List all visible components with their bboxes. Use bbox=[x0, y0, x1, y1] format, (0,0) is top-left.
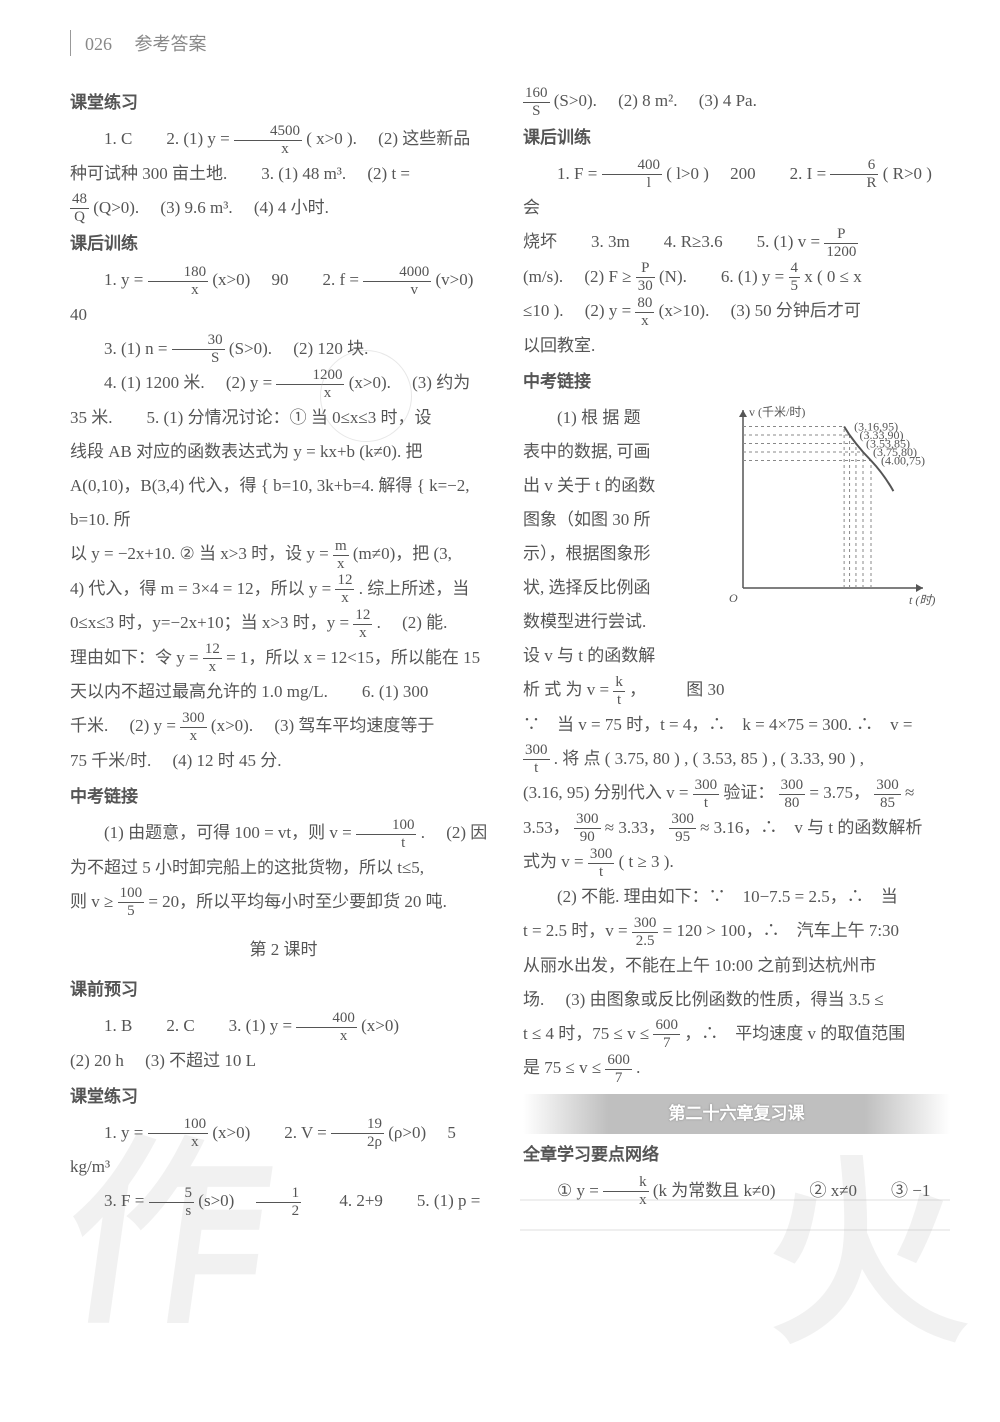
text-line: 析 式 为 v = kt ， 图 30 bbox=[523, 673, 950, 708]
text-line: 1. C 2. (1) y = 4500x ( x>0 ). (2) 这些新品 bbox=[70, 122, 497, 157]
text-line: 48Q (Q>0). (3) 9.6 m³. (4) 4 小时. bbox=[70, 191, 497, 226]
text-line: t = 2.5 时，v = 3002.5 = 120 > 100，∴ 汽车上午 … bbox=[523, 914, 950, 949]
text-line: (1) 由题意，可得 100 = vt，则 v = 100t . (2) 因 bbox=[70, 816, 497, 851]
text-line: 以 y = −2x+10. ② 当 x>3 时，设 y = mx (m≠0)，把… bbox=[70, 537, 497, 572]
text-line: 1. y = 180x (x>0) 90 2. f = 4000v (v>0) … bbox=[70, 263, 497, 332]
section-title: 课前预习 bbox=[70, 973, 497, 1007]
t: ( x>0 ). (2) 这些新品 bbox=[306, 129, 470, 148]
text-line: 35 米. 5. (1) 分情况讨论：① 当 0≤x≤3 时，设 bbox=[70, 401, 497, 435]
section-title: 中考链接 bbox=[70, 780, 497, 814]
text-line: 则 v ≥ 1005 = 20，所以平均每小时至少要卸货 20 吨. bbox=[70, 885, 497, 920]
text-line: 场. (3) 由图象或反比例函数的性质，得当 3.5 ≤ bbox=[523, 983, 950, 1017]
text-line: 4) 代入，得 m = 3×4 = 12，所以 y = 12x . 综上所述，当 bbox=[70, 572, 497, 607]
section-title: 中考链接 bbox=[523, 365, 950, 399]
text-line: 4. (1) 1200 米. (2) y = 1200x (x>0). (3) … bbox=[70, 366, 497, 401]
text-line: (3.16, 95) 分别代入 v = 300t 验证： 30080 = 3.7… bbox=[523, 776, 950, 811]
text-line: (2) 20 h (3) 不超过 10 L bbox=[70, 1044, 497, 1078]
text-line: 1. B 2. C 3. (1) y = 400x (x>0) bbox=[70, 1009, 497, 1044]
section-title: 课后训练 bbox=[523, 121, 950, 155]
text-line: 1. y = 100x (x>0) 2. V = 192ρ (ρ>0) 5 kg… bbox=[70, 1116, 497, 1185]
text-line: 线段 AB 对应的函数表达式为 y = kx+b (k≠0). 把 bbox=[70, 435, 497, 469]
text-line: 1. F = 400l ( l>0 ) 200 2. I = 6R ( R>0 … bbox=[523, 157, 950, 226]
text-line: 3. (1) n = 30S (S>0). (2) 120 块. bbox=[70, 332, 497, 367]
text-line: 75 千米/时. (4) 12 时 45 分. bbox=[70, 744, 497, 778]
figure-caption: 图 30 bbox=[650, 673, 760, 707]
figure-30-graph: v (千米/时)t (时)O(3.16,95)(3.33,90)(3.53,85… bbox=[715, 403, 950, 618]
text-line: 种可试种 300 亩土地. 3. (1) 48 m³. (2) t = bbox=[70, 157, 497, 191]
text-line: 3. F = 5s (s>0) 12 4. 2+9 5. (1) p = bbox=[70, 1184, 497, 1219]
text-line: (m/s). (2) F ≥ P30 (N). 6. (1) y = 45 x … bbox=[523, 260, 950, 295]
text-line: ≤10 ). (2) y = 80x (x>10). (3) 50 分钟后才可 bbox=[523, 294, 950, 329]
text-line: 千米. (2) y = 300x (x>0). (3) 驾车平均速度等于 bbox=[70, 709, 497, 744]
text-line: (2) 不能. 理由如下：∵ 10−7.5 = 2.5，∴ 当 bbox=[523, 880, 950, 914]
text-line: 从丽水出发，不能在上午 10:00 之前到达杭州市 bbox=[523, 949, 950, 983]
svg-text:O: O bbox=[729, 591, 738, 605]
chapter-banner: 第二十六章复习课 bbox=[523, 1094, 950, 1134]
lesson-heading: 第 2 课时 bbox=[70, 933, 497, 967]
section-title: 课堂练习 bbox=[70, 86, 497, 120]
text-line: ① y = kx (k 为常数且 k≠0) ② x≠0 ③ −1 bbox=[523, 1174, 950, 1209]
text-line: 为不超过 5 小时卸完船上的这批货物，所以 t≤5, bbox=[70, 851, 497, 885]
text-line: 天以内不超过最高允许的 1.0 mg/L. 6. (1) 300 bbox=[70, 675, 497, 709]
text-line: 0≤x≤3 时，y=−2x+10；当 x>3 时，y = 12x . (2) 能… bbox=[70, 606, 497, 641]
section-title: 全章学习要点网络 bbox=[523, 1138, 950, 1172]
t: 1. C 2. (1) y = bbox=[104, 129, 230, 148]
page-number: 026 bbox=[85, 34, 112, 54]
text-line: 设 v 与 t 的函数解 bbox=[523, 639, 950, 673]
text-line: 是 75 ≤ v ≤ 6007 . bbox=[523, 1051, 950, 1086]
text-line: 160S (S>0). (2) 8 m². (3) 4 Pa. bbox=[523, 84, 950, 119]
text-line: 以回教室. bbox=[523, 329, 950, 363]
text-line: 式为 v = 300t ( t ≥ 3 ). bbox=[523, 845, 950, 880]
right-column: 160S (S>0). (2) 8 m². (3) 4 Pa. 课后训练 1. … bbox=[523, 84, 950, 1219]
svg-text:(4.00,75): (4.00,75) bbox=[881, 453, 925, 467]
header-title: 参考答案 bbox=[135, 34, 207, 54]
text-line: t ≤ 4 时，75 ≤ v ≤ 6007 ，∴ 平均速度 v 的取值范围 bbox=[523, 1017, 950, 1052]
section-title: 课后训练 bbox=[70, 227, 497, 261]
svg-text:v (千米/时): v (千米/时) bbox=[749, 405, 805, 419]
text-line: 3.53， 30090 ≈ 3.33， 30095 ≈ 3.16，∴ v 与 t… bbox=[523, 811, 950, 846]
text-line: ∵ 当 v = 75 时，t = 4，∴ k = 4×75 = 300. ∴ v… bbox=[523, 708, 950, 742]
svg-text:t (时): t (时) bbox=[909, 593, 935, 607]
text-line: 烧坏 3. 3m 4. R≥3.6 5. (1) v = P1200 bbox=[523, 225, 950, 260]
left-column: 课堂练习 1. C 2. (1) y = 4500x ( x>0 ). (2) … bbox=[70, 84, 497, 1219]
section-title: 课堂练习 bbox=[70, 1080, 497, 1114]
text-line: A(0,10)，B(3,4) 代入，得 { b=10, 3k+b=4. 解得 {… bbox=[70, 469, 497, 537]
page-header: 026 参考答案 bbox=[70, 30, 950, 56]
text-line: 300t . 将 点 ( 3.75, 80 ) , ( 3.53, 85 ) ,… bbox=[523, 742, 950, 777]
text-line: 理由如下：令 y = 12x = 1，所以 x = 12<15，所以能在 15 bbox=[70, 641, 497, 676]
